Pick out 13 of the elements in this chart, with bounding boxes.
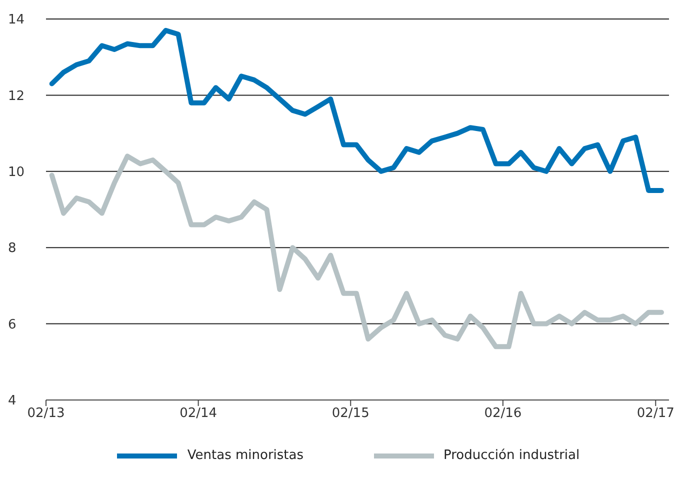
y-tick-label: 6 xyxy=(8,317,16,332)
y-tick-label: 10 xyxy=(8,165,25,180)
y-tick-label: 12 xyxy=(8,88,25,104)
x-tick-label: 02/14 xyxy=(180,406,218,422)
x-tick-label: 02/15 xyxy=(332,406,370,422)
x-tick-label: 02/13 xyxy=(27,406,65,422)
x-tick-label: 02/17 xyxy=(636,406,674,422)
legend-label: Ventas minoristas xyxy=(187,448,304,463)
y-tick-label: 8 xyxy=(8,241,16,256)
y-tick-label: 14 xyxy=(8,12,25,28)
x-tick-label: 02/16 xyxy=(484,406,522,422)
legend-label: Producción industrial xyxy=(444,448,580,463)
y-tick-label: 4 xyxy=(8,394,16,409)
